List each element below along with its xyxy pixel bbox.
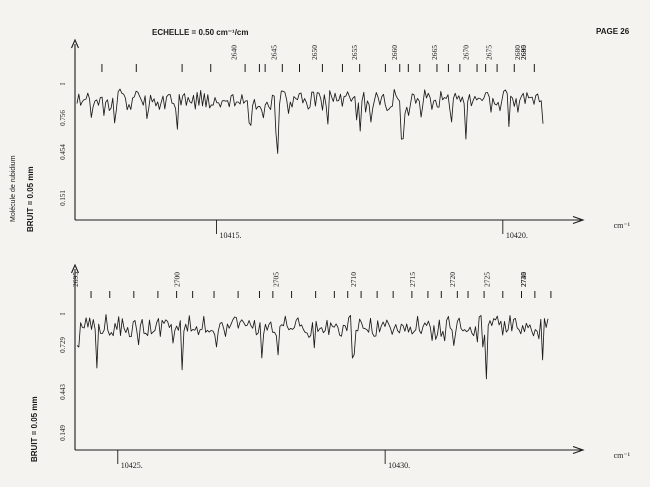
- line-number-label: 2680: [513, 45, 522, 60]
- x-axis-arrow: [572, 445, 585, 455]
- line-number-label: 2675: [485, 45, 494, 60]
- y-tick-label: 0.149: [59, 425, 67, 441]
- line-number-label: 2670: [462, 45, 471, 60]
- line-number-label: 2700: [173, 272, 182, 287]
- scale-label: ECHELLE = 0.50 cm⁻¹/cm: [152, 28, 249, 37]
- y-tick-label: 0.454: [59, 144, 67, 160]
- x-axis-arrow: [572, 215, 585, 225]
- spectrum-panel-2: 10425. 10430. cm⁻¹ 0.729 0.443 0.149 I 2695 2700…: [59, 263, 631, 470]
- intensity-symbol: I: [59, 82, 67, 85]
- line-number-label: 2640: [230, 45, 239, 60]
- line-number-label: 2690: [519, 45, 528, 60]
- x-tick-label: 10420.: [506, 231, 528, 240]
- line-number-label: 2730: [519, 272, 528, 287]
- x-tick-label: 10425.: [121, 461, 143, 470]
- line-number-label: 2740: [519, 272, 528, 287]
- y-tick-label: 0.443: [59, 384, 67, 400]
- line-number-label: 2685: [519, 45, 528, 60]
- line-number-label: 2710: [349, 272, 358, 287]
- line-number-label: 2655: [350, 45, 359, 60]
- line-number-label: 2715: [408, 272, 417, 287]
- line-number-label: 2650: [310, 45, 319, 60]
- line-number-label: 2645: [270, 45, 279, 60]
- line-number-label: 2735: [519, 272, 528, 287]
- y-tick-label: 0.756: [59, 110, 67, 126]
- absorption-trace: [76, 314, 549, 380]
- y-axis-arrow: [70, 38, 80, 49]
- line-number-label: 2695: [71, 272, 80, 287]
- absorption-trace: [76, 88, 544, 154]
- y-tick-label: 0.151: [59, 190, 67, 206]
- line-number-label: 2725: [483, 272, 492, 287]
- x-tick-label: 10430.: [388, 461, 410, 470]
- line-number-label: 2705: [272, 272, 281, 287]
- intensity-symbol: I: [59, 312, 67, 315]
- spectrum-panel-1: 10415. 10420. cm⁻¹ 0.756 0.454 0.151 I 2640 2645…: [59, 38, 631, 240]
- line-number-label: 2660: [390, 45, 399, 60]
- page-label: PAGE 26: [596, 27, 630, 36]
- line-number-label: 2665: [430, 45, 439, 60]
- line-number-label: 2720: [448, 272, 457, 287]
- y-axis-arrow: [70, 263, 80, 274]
- x-axis-unit: cm⁻¹: [614, 451, 631, 460]
- x-axis-unit: cm⁻¹: [614, 221, 631, 230]
- x-tick-label: 10415.: [219, 231, 241, 240]
- y-tick-label: 0.729: [59, 337, 67, 353]
